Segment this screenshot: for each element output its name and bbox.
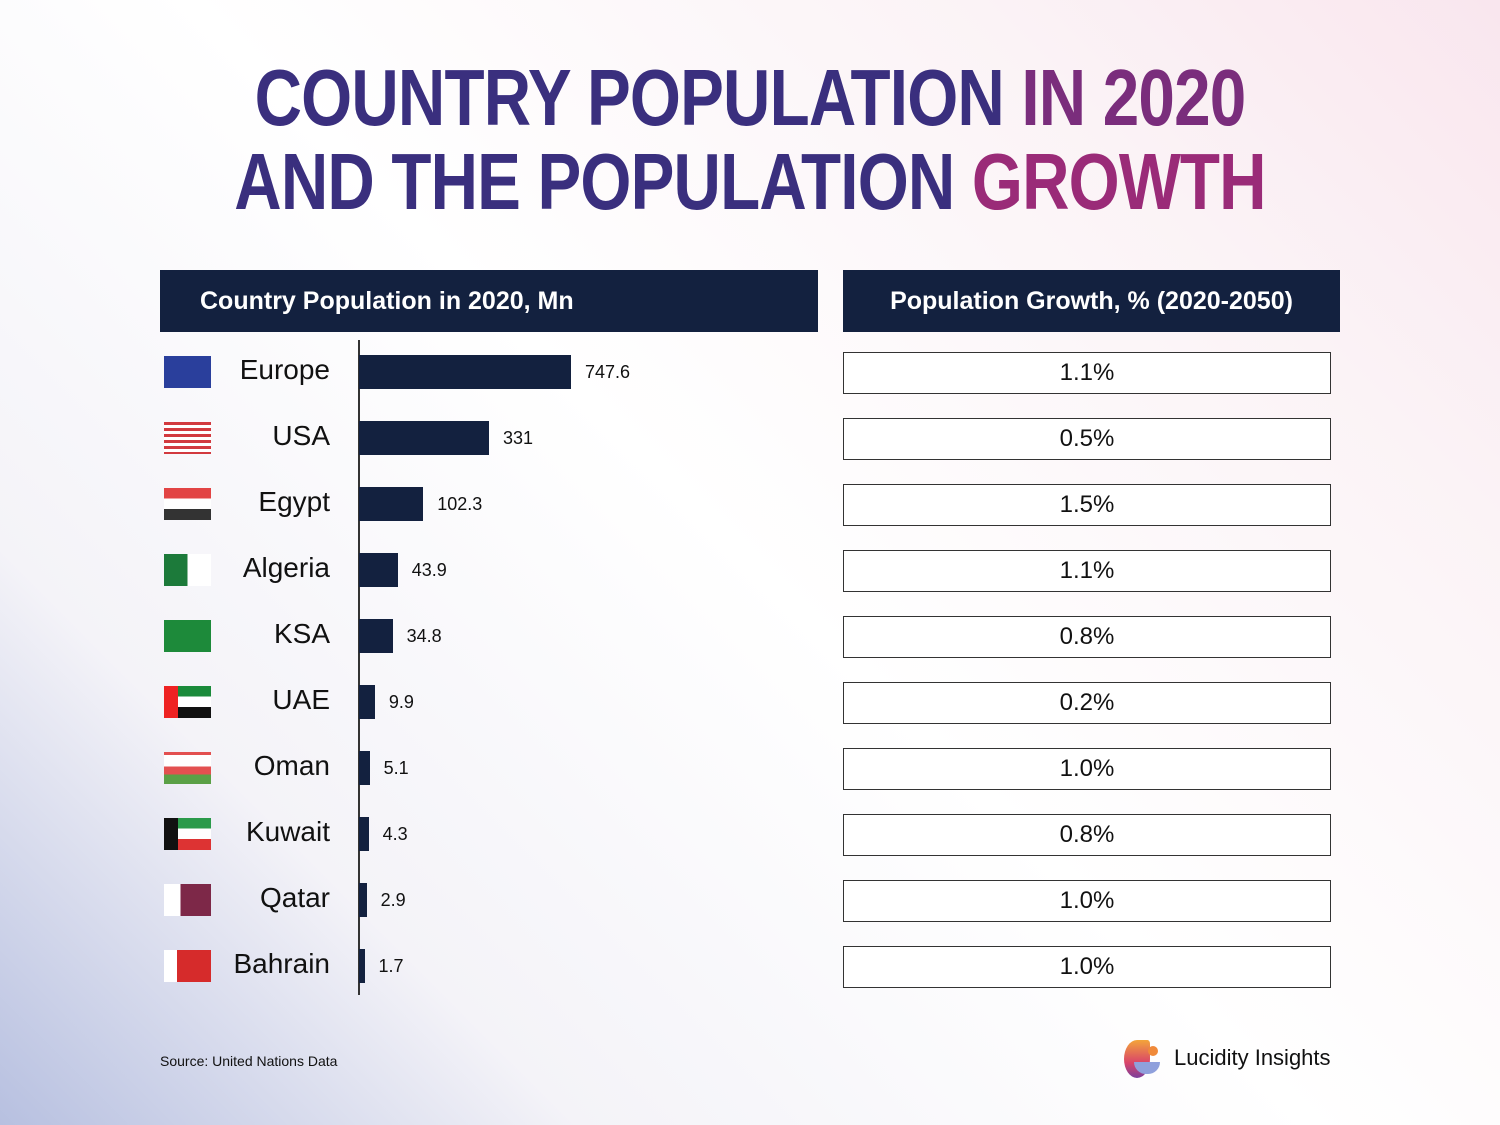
bar bbox=[359, 553, 398, 587]
bar bbox=[359, 685, 375, 719]
title-line-2: AND THE POPULATION GROWTH bbox=[135, 142, 1365, 222]
bar bbox=[359, 817, 369, 851]
data-label: 747.6 bbox=[585, 362, 631, 382]
growth-value: 0.2% bbox=[843, 682, 1331, 724]
algeria-flag-icon bbox=[164, 554, 211, 586]
growth-value: 1.0% bbox=[843, 880, 1331, 922]
growth-value: 1.0% bbox=[843, 946, 1331, 988]
chart-row: USA 331 0.5% bbox=[160, 416, 1340, 460]
qatar-flag-icon bbox=[164, 884, 211, 916]
chart-row: Oman 5.1 1.0% bbox=[160, 746, 1340, 790]
bar bbox=[359, 421, 490, 455]
bar bbox=[359, 751, 370, 785]
chart-row: Kuwait 4.3 0.8% bbox=[160, 812, 1340, 856]
data-label: 43.9 bbox=[411, 560, 447, 580]
data-label: 34.8 bbox=[406, 626, 442, 646]
title-accent: GROWTH bbox=[971, 137, 1267, 226]
chart-row: Bahrain 1.7 1.0% bbox=[160, 944, 1340, 988]
data-label: 4.3 bbox=[382, 824, 408, 844]
growth-value: 0.8% bbox=[843, 616, 1331, 658]
ksa-flag-icon bbox=[164, 620, 211, 652]
category-label: Algeria bbox=[242, 552, 330, 583]
lucidity-logo-icon bbox=[1122, 1038, 1160, 1078]
data-label: 9.9 bbox=[388, 692, 414, 712]
category-label: Bahrain bbox=[233, 948, 330, 979]
bar bbox=[359, 949, 365, 983]
chart-row: Qatar 2.9 1.0% bbox=[160, 878, 1340, 922]
bar bbox=[359, 487, 424, 521]
uae-flag-icon bbox=[164, 686, 211, 718]
category-label: UAE bbox=[272, 684, 330, 715]
category-label: KSA bbox=[273, 618, 330, 649]
bar-axis bbox=[358, 340, 360, 995]
title-line-1: COUNTRY POPULATION IN 2020 bbox=[135, 58, 1365, 138]
eu-flag-icon bbox=[164, 356, 211, 388]
population-header: Country Population in 2020, Mn bbox=[160, 270, 818, 332]
data-label: 102.3 bbox=[437, 494, 483, 514]
growth-value: 1.1% bbox=[843, 352, 1331, 394]
kuwait-flag-icon bbox=[164, 818, 211, 850]
category-label: Kuwait bbox=[245, 816, 330, 847]
category-label: Egypt bbox=[258, 486, 330, 517]
category-label: Europe bbox=[239, 354, 330, 385]
category-label: Qatar bbox=[259, 882, 330, 913]
usa-flag-icon bbox=[164, 422, 211, 454]
category-label: USA bbox=[272, 420, 330, 451]
title-accent: IN 2020 bbox=[1021, 53, 1246, 142]
growth-header: Population Growth, % (2020-2050) bbox=[843, 270, 1340, 332]
chart-row: Egypt 102.3 1.5% bbox=[160, 482, 1340, 526]
data-label: 2.9 bbox=[380, 890, 406, 910]
growth-value: 1.1% bbox=[843, 550, 1331, 592]
title-part: AND THE POPULATION bbox=[234, 137, 972, 226]
bahrain-flag-icon bbox=[164, 950, 211, 982]
growth-value: 1.0% bbox=[843, 748, 1331, 790]
egypt-flag-icon bbox=[164, 488, 211, 520]
category-label: Oman bbox=[253, 750, 330, 781]
title-part: COUNTRY POPULATION bbox=[254, 53, 1022, 142]
source-note: Source: United Nations Data bbox=[160, 1053, 338, 1069]
growth-value: 0.8% bbox=[843, 814, 1331, 856]
chart-row: KSA 34.8 0.8% bbox=[160, 614, 1340, 658]
growth-value: 1.5% bbox=[843, 484, 1331, 526]
data-label: 5.1 bbox=[383, 758, 409, 778]
brand-name: Lucidity Insights bbox=[1174, 1045, 1331, 1070]
data-label: 331 bbox=[503, 428, 534, 448]
bar bbox=[359, 619, 393, 653]
chart-row: Algeria 43.9 1.1% bbox=[160, 548, 1340, 592]
bar bbox=[359, 355, 571, 389]
bar bbox=[359, 883, 367, 917]
oman-flag-icon bbox=[164, 752, 211, 784]
data-label: 1.7 bbox=[378, 956, 404, 976]
growth-value: 0.5% bbox=[843, 418, 1331, 460]
chart-row: UAE 9.9 0.2% bbox=[160, 680, 1340, 724]
chart-row: Europe 747.6 1.1% bbox=[160, 350, 1340, 394]
brand-logo: Lucidity Insights bbox=[1122, 1038, 1331, 1078]
